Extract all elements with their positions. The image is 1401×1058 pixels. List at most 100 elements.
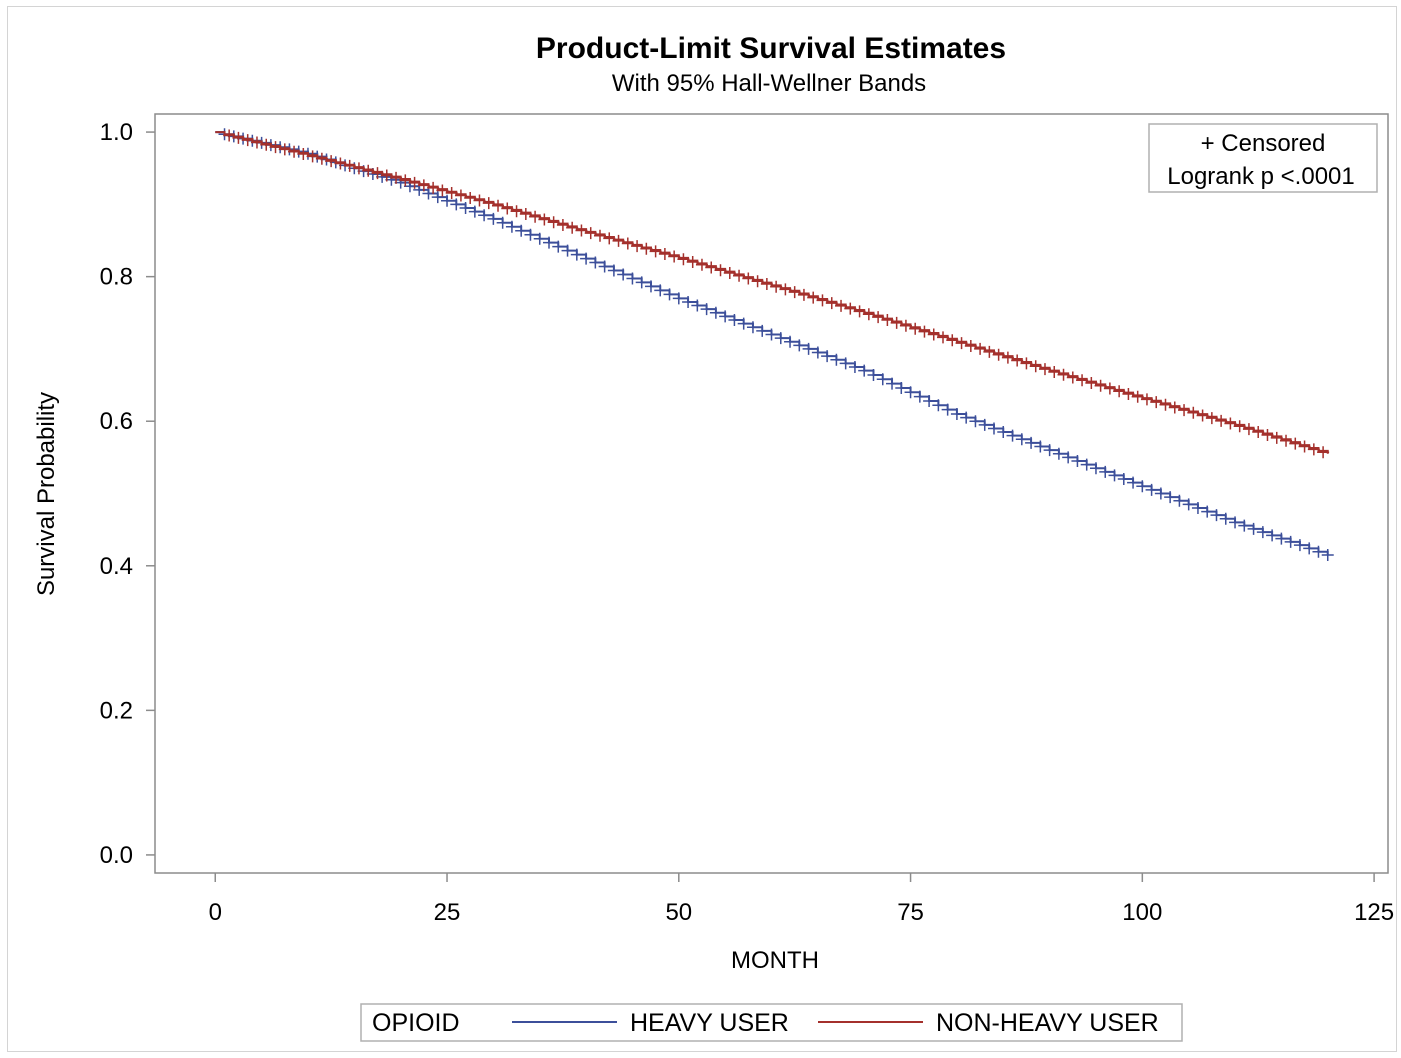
censor-mark [950, 407, 963, 420]
censor-mark [343, 159, 356, 172]
censor-mark [1215, 414, 1228, 427]
censor-mark [1159, 398, 1172, 411]
censor-mark [269, 141, 282, 154]
censor-mark [816, 294, 829, 307]
censor-mark [612, 234, 625, 247]
censor-mark [334, 157, 347, 170]
censor-mark [1173, 494, 1186, 507]
censor-mark [505, 220, 518, 233]
y-tick-label: 0.2 [100, 697, 133, 724]
censor-mark [473, 194, 486, 207]
censor-mark [380, 169, 393, 182]
censor-mark [431, 191, 444, 204]
censor-mark [848, 361, 861, 373]
censor-mark [733, 269, 746, 282]
censor-mark [742, 272, 755, 285]
censor-mark [751, 275, 764, 288]
censor-mark [1071, 454, 1084, 467]
censor-mark [468, 205, 481, 218]
censor-mark [570, 248, 583, 261]
censor-mark [1057, 368, 1070, 381]
censor-mark [1266, 529, 1279, 542]
censor-mark [533, 232, 546, 245]
censor-mark [1025, 436, 1038, 449]
censor-mark [390, 171, 403, 184]
censor-mark [955, 337, 968, 350]
x-tick-label: 0 [209, 899, 222, 926]
legend-title: OPIOID [372, 1009, 460, 1037]
censor-mark [695, 258, 708, 271]
censor-mark [1178, 404, 1191, 417]
censor-mark [992, 348, 1005, 361]
series-layer [215, 128, 1334, 561]
censor-mark [515, 224, 528, 237]
censor-mark [932, 399, 945, 412]
censor-mark [839, 357, 852, 370]
censor-mark [547, 216, 560, 229]
censor-mark [1122, 387, 1135, 400]
censor-mark [278, 143, 291, 156]
censor-mark [241, 134, 254, 147]
censor-mark [306, 150, 319, 163]
censor-mark [1307, 443, 1320, 456]
censor-mark [1117, 473, 1130, 486]
censor-mark [835, 299, 848, 312]
y-axis: 0.0 0.2 0.4 0.6 0.8 1.0 [100, 119, 155, 869]
censor-mark [1006, 429, 1019, 442]
censor-mark [825, 297, 838, 310]
censor-mark [1038, 363, 1051, 376]
censor-mark [617, 268, 630, 281]
censor-mark [802, 342, 815, 355]
censor-mark [770, 280, 783, 293]
censor-mark [566, 221, 579, 234]
censor-mark [529, 210, 542, 223]
censor-mark [668, 250, 681, 263]
censor-mark [1196, 409, 1209, 422]
legend-frame [360, 1003, 1183, 1042]
x-tick-label: 100 [1122, 899, 1162, 926]
censor-mark [904, 386, 917, 399]
censor-mark [844, 302, 857, 315]
censor-mark [1210, 509, 1223, 522]
censor-mark [760, 277, 773, 290]
censor-mark [603, 232, 616, 245]
legend-label-non-heavy-user: NON-HEAVY USER [936, 1009, 1159, 1037]
censor-mark [459, 201, 472, 214]
censor-mark [723, 266, 736, 279]
censor-mark [779, 283, 792, 296]
inset-frame [1148, 123, 1378, 193]
censor-mark [765, 328, 778, 341]
censor-mark [997, 426, 1010, 439]
censor-mark [746, 321, 759, 334]
x-tick-label: 50 [665, 899, 692, 926]
censor-mark [1293, 539, 1306, 552]
censor-mark [436, 184, 449, 197]
chart-title: Product-Limit Survival Estimates [536, 32, 1006, 65]
censor-mark [1052, 447, 1065, 460]
censor-mark [862, 308, 875, 321]
censor-mark [821, 350, 834, 363]
censor-mark [658, 247, 671, 260]
censor-mark [1015, 433, 1028, 446]
censor-mark [649, 245, 662, 258]
censor-mark [352, 162, 365, 175]
censor-mark [937, 331, 950, 344]
censor-mark [543, 236, 556, 249]
censor-mark [1242, 423, 1255, 436]
censor-mark [663, 288, 676, 301]
censor-mark [876, 373, 889, 386]
censor-mark [909, 322, 922, 335]
censor-mark [1062, 451, 1075, 464]
censor-mark [538, 213, 551, 226]
censor-mark [223, 129, 236, 142]
censor-mark [454, 189, 467, 202]
censor-mark [598, 260, 611, 273]
legend: OPIOID HEAVY USER NON-HEAVY USER [360, 1003, 1183, 1042]
y-tick-label: 0.0 [100, 842, 133, 869]
censor-mark [1048, 365, 1061, 378]
censor-mark [1066, 371, 1079, 384]
censor-mark [714, 264, 727, 277]
censor-mark [886, 377, 899, 390]
censor-mark [756, 324, 769, 337]
